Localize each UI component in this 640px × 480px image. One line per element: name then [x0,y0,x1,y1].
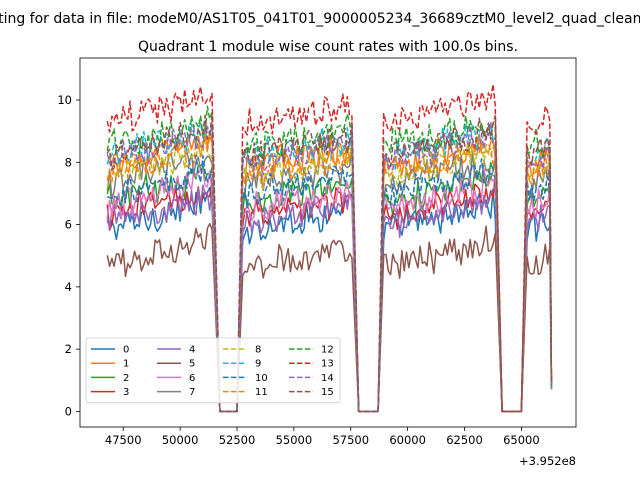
x-tick-label: 55000 [276,433,313,447]
legend-label-2: 2 [123,373,129,384]
series-line-4 [106,184,553,413]
legend-label-7: 7 [189,387,195,398]
y-tick-label: 2 [65,342,72,356]
y-tick-label: 6 [65,218,72,232]
legend-label-11: 11 [255,387,268,398]
y-tick-label: 8 [65,155,72,169]
legend-label-0: 0 [123,345,129,356]
series-line-13 [106,83,553,413]
x-tick-label: 52500 [219,433,256,447]
y-tick-label: 4 [65,280,72,294]
legend-label-6: 6 [189,373,195,384]
series-line-9 [106,122,553,413]
series-line-10 [106,154,553,413]
x-tick-label: 62500 [446,433,483,447]
y-tick-label: 10 [57,93,72,107]
x-tick-label: 47500 [105,433,142,447]
x-tick-label: 57500 [332,433,369,447]
legend-label-3: 3 [123,387,129,398]
legend-label-13: 13 [321,359,334,370]
legend-label-15: 15 [321,387,334,398]
legend-label-4: 4 [189,345,195,356]
x-tick-label: 60000 [389,433,426,447]
x-offset-label: +3.952e8 [519,454,576,468]
legend-box [85,337,341,404]
axes-layer: 47500 50000 52500 55000 57500 60000 62500 65000… [57,93,539,447]
chart-title: Quadrant 1 module wise count rates with … [138,39,518,55]
legend-label-5: 5 [189,359,195,370]
legend-label-9: 9 [255,359,261,370]
plot-frame [79,57,577,428]
legend-label-12: 12 [321,345,334,356]
y-tick-label: 0 [65,404,72,418]
series-line-12 [106,105,553,413]
series-line-5 [106,222,553,413]
legend-label-8: 8 [255,345,261,356]
x-tick-label: 65000 [503,433,540,447]
legend-label-1: 1 [123,359,129,370]
legend-label-10: 10 [255,373,268,384]
series-line-8 [106,134,553,413]
series-layer [106,83,553,413]
chart-suptitle: Plotting for data in file: modeM0/AS1T05… [0,11,640,27]
legend-label-14: 14 [321,373,334,384]
x-tick-label: 50000 [162,433,199,447]
series-line-15 [106,113,553,413]
